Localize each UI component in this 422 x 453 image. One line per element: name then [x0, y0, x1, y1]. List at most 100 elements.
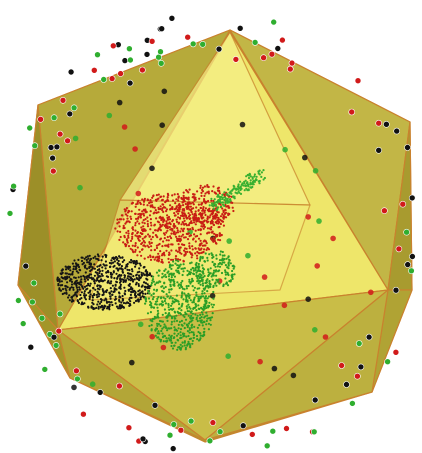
- chain-bead: [168, 251, 171, 254]
- chain-bead: [262, 178, 265, 181]
- chain-bead: [127, 245, 131, 248]
- chain-bead: [145, 277, 148, 280]
- chain-bead: [84, 298, 87, 301]
- chain-bead: [192, 269, 195, 272]
- chain-bead: [149, 199, 152, 202]
- chain-bead: [193, 286, 196, 289]
- chain-bead: [183, 253, 186, 256]
- chain-bead: [252, 180, 255, 183]
- chain-bead: [129, 247, 132, 250]
- chain-bead: [215, 278, 218, 281]
- chain-bead: [137, 293, 140, 296]
- chain-bead: [110, 259, 113, 262]
- chain-bead: [74, 276, 77, 279]
- chain-bead: [203, 198, 206, 201]
- chain-bead: [117, 269, 120, 272]
- chain-bead: [198, 197, 201, 200]
- chain-bead: [199, 242, 202, 245]
- chain-bead: [214, 204, 217, 207]
- sphere: [187, 417, 195, 425]
- chain-bead: [189, 299, 192, 302]
- chain-bead: [193, 325, 196, 328]
- chain-bead: [163, 323, 166, 326]
- chain-bead: [116, 262, 119, 265]
- chain-bead: [166, 214, 169, 217]
- sphere: [232, 56, 240, 63]
- chain-bead: [204, 287, 207, 290]
- chain-bead: [185, 335, 188, 338]
- chain-bead: [182, 204, 185, 207]
- chain-bead: [148, 241, 151, 244]
- chain-bead: [197, 262, 200, 266]
- chain-bead: [172, 224, 175, 228]
- chain-bead: [182, 270, 185, 273]
- sphere: [270, 18, 278, 26]
- chain-bead: [129, 296, 132, 299]
- chain-bead: [167, 243, 170, 246]
- chain-bead: [176, 250, 179, 253]
- chain-bead: [171, 302, 174, 305]
- chain-bead: [210, 275, 213, 278]
- chain-bead: [157, 197, 160, 200]
- chain-bead: [179, 343, 182, 346]
- chain-bead: [70, 280, 74, 283]
- chain-bead: [212, 217, 215, 220]
- chain-bead: [189, 228, 192, 231]
- chain-bead: [85, 256, 88, 259]
- chain-bead: [161, 327, 164, 330]
- chain-bead: [170, 323, 173, 326]
- chain-bead: [199, 334, 202, 337]
- chain-bead: [199, 220, 203, 223]
- chain-bead: [112, 271, 115, 274]
- chain-bead: [178, 235, 181, 238]
- chain-bead: [169, 283, 172, 286]
- chain-bead: [156, 236, 159, 239]
- chain-bead: [159, 280, 162, 283]
- chain-bead: [195, 264, 198, 267]
- chain-bead: [139, 214, 142, 217]
- chain-bead: [162, 218, 165, 221]
- chain-bead: [76, 299, 79, 302]
- chain-bead: [92, 256, 95, 260]
- chain-bead: [82, 274, 85, 278]
- chain-bead: [198, 220, 201, 223]
- chain-bead: [188, 331, 191, 334]
- chain-bead: [100, 304, 104, 307]
- chain-bead: [141, 290, 144, 293]
- chain-bead: [79, 269, 82, 272]
- chain-bead: [142, 244, 145, 247]
- chain-bead: [173, 329, 176, 332]
- chain-bead: [90, 268, 93, 271]
- chain-bead: [143, 197, 146, 200]
- chain-bead: [210, 197, 213, 200]
- chain-bead: [143, 281, 146, 284]
- sphere: [215, 45, 223, 53]
- chain-bead: [202, 223, 205, 226]
- chain-bead: [160, 302, 163, 306]
- chain-bead: [103, 299, 106, 302]
- chain-bead: [109, 297, 112, 300]
- chain-bead: [231, 264, 234, 268]
- chain-bead: [83, 278, 86, 281]
- chain-bead: [135, 274, 138, 277]
- sphere: [26, 124, 34, 132]
- chain-bead: [167, 261, 171, 264]
- chain-bead: [196, 276, 199, 279]
- chain-bead: [73, 259, 76, 262]
- chain-bead: [110, 280, 113, 283]
- chain-bead: [65, 272, 68, 275]
- chain-bead: [150, 238, 153, 241]
- chain-bead: [226, 201, 229, 204]
- sphere: [37, 116, 44, 123]
- chain-bead: [199, 313, 202, 316]
- chain-bead: [110, 262, 113, 265]
- chain-bead: [69, 273, 72, 276]
- chain-bead: [125, 207, 128, 210]
- chain-bead: [63, 292, 66, 295]
- chain-bead: [200, 191, 203, 194]
- chain-bead: [93, 278, 96, 282]
- chain-bead: [143, 257, 146, 260]
- chain-bead: [177, 195, 180, 198]
- chain-bead: [218, 265, 222, 268]
